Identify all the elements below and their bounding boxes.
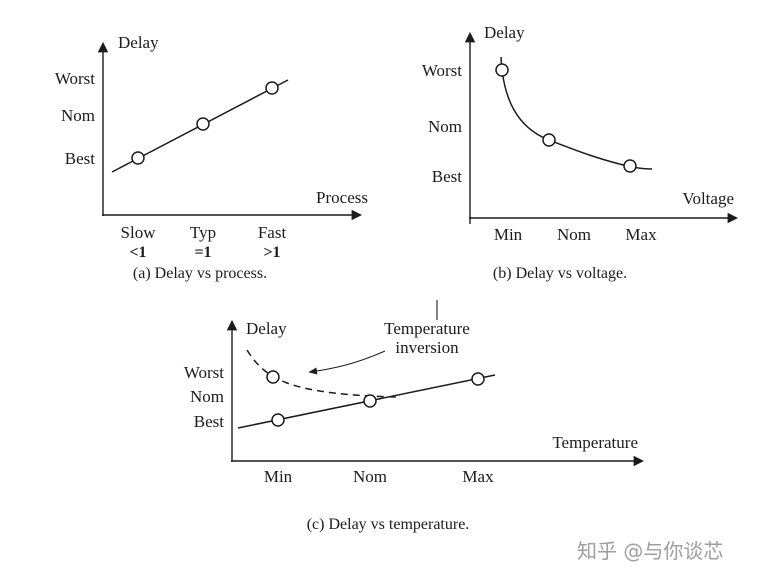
y-tick-best: Best <box>432 167 463 186</box>
marker-max-best <box>623 159 637 173</box>
y-tick-worst: Worst <box>422 61 462 80</box>
caption-b: (b) Delay vs voltage. <box>493 265 627 282</box>
y-tick-nom: Nom <box>61 106 95 125</box>
x-tick-min: Min <box>264 467 293 486</box>
x-factor-typ: =1 <box>194 244 211 261</box>
x-tick-slow: Slow <box>121 223 157 242</box>
y-tick-best: Best <box>194 412 225 431</box>
x-tick-nom: Nom <box>557 225 591 244</box>
marker-min-best <box>271 413 285 427</box>
annotation-line1: Temperature <box>384 319 470 338</box>
y-axis-title: Delay <box>484 23 525 42</box>
x-axis-title: Process <box>316 188 368 207</box>
y-tick-worst: Worst <box>55 69 95 88</box>
marker-nom-nom <box>542 133 556 147</box>
marker-min-worst <box>495 63 509 77</box>
y-tick-nom: Nom <box>428 117 462 136</box>
marker-fast-worst <box>265 81 279 95</box>
zhihu-watermark: 知乎 @与你谈芯 <box>577 539 723 563</box>
marker-nom-nom <box>363 394 377 408</box>
voltage-delay-curve <box>500 56 653 170</box>
chart-delay-vs-process: Delay Process Worst Nom Best Slow Typ Fa… <box>55 33 368 282</box>
marker-typ-nom <box>196 117 210 131</box>
chart-delay-vs-voltage: Delay Voltage Worst Nom Best Min Nom Max… <box>422 23 739 282</box>
x-factor-slow: <1 <box>129 244 146 261</box>
marker-inversion-min-worst <box>266 370 280 384</box>
x-tick-nom: Nom <box>353 467 387 486</box>
temperature-inversion-curve <box>246 349 399 398</box>
marker-slow-best <box>131 151 145 165</box>
x-tick-fast: Fast <box>258 223 287 242</box>
x-axis-title: Voltage <box>682 189 734 208</box>
marker-max-worst <box>471 372 485 386</box>
y-tick-best: Best <box>65 149 96 168</box>
caption-a: (a) Delay vs process. <box>133 265 267 282</box>
annotation-line2: inversion <box>395 338 459 357</box>
caption-c: (c) Delay vs temperature. <box>307 516 470 533</box>
chart-delay-vs-temperature: Delay Temperature Worst Nom Best Tempera… <box>184 300 645 533</box>
y-axis-title: Delay <box>246 319 287 338</box>
x-factor-fast: >1 <box>263 244 280 261</box>
x-tick-min: Min <box>494 225 523 244</box>
x-tick-max: Max <box>625 225 657 244</box>
x-tick-max: Max <box>462 467 494 486</box>
y-axis-title: Delay <box>118 33 159 52</box>
y-tick-nom: Nom <box>190 387 224 406</box>
x-axis-title: Temperature <box>552 433 638 452</box>
y-tick-worst: Worst <box>184 363 224 382</box>
annotation-arrow <box>308 350 386 375</box>
x-tick-typ: Typ <box>190 223 216 242</box>
